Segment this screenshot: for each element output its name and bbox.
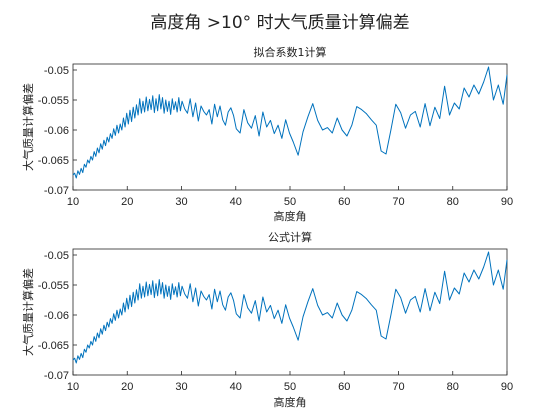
subplot-1-axes-box <box>72 63 508 191</box>
x-tick-label: 20 <box>121 381 133 393</box>
y-tick-label: -0.07 <box>44 370 69 382</box>
y-tick-label: -0.065 <box>38 340 69 352</box>
x-tick-label: 60 <box>338 196 350 208</box>
subplot-2-x-axis-label: 高度角 <box>274 395 307 409</box>
x-tick-label: 60 <box>338 381 350 393</box>
subplot-1-x-axis-label: 高度角 <box>274 209 307 223</box>
subplot-2-y-axis-label: 大气质量计算偏差 <box>21 268 35 356</box>
subplot-2-axes-box <box>72 248 508 376</box>
x-tick-label: 30 <box>175 381 187 393</box>
x-tick-label: 40 <box>230 381 242 393</box>
y-tick-label: -0.06 <box>44 310 69 322</box>
series-line <box>72 66 508 179</box>
subplot-2: 10 20 30 40 50 60 70 80 90 -0.05 -0.055 -0.06 -0.065… <box>21 230 513 409</box>
y-tick-label: -0.07 <box>44 185 69 197</box>
subplot-2-title: 公式计算 <box>268 230 312 244</box>
y-tick-label: -0.05 <box>44 250 69 262</box>
x-tick-label: 90 <box>501 196 513 208</box>
x-tick-label: 90 <box>501 381 513 393</box>
x-tick-label: 80 <box>447 196 459 208</box>
x-tick-label: 80 <box>447 381 459 393</box>
series-line <box>72 251 508 364</box>
x-tick-label: 50 <box>284 381 296 393</box>
y-tick-label: -0.05 <box>44 65 69 77</box>
x-tick-label: 50 <box>284 196 296 208</box>
x-tick-label: 30 <box>175 196 187 208</box>
x-tick-label: 40 <box>230 196 242 208</box>
subplot-2-data <box>72 251 508 364</box>
x-tick-label: 70 <box>392 196 404 208</box>
subplot-2-ticks: 10 20 30 40 50 60 70 80 90 -0.05 -0.055 -0.06 -0.065… <box>38 250 513 393</box>
x-tick-label: 10 <box>67 196 79 208</box>
subplot-1-data <box>72 66 508 179</box>
subplot-1: 10 20 30 40 50 60 70 80 90 -0.05 -0.055 -0.06 -0.065… <box>21 45 513 223</box>
x-tick-label: 20 <box>121 196 133 208</box>
subplot-1-ticks: 10 20 30 40 50 60 70 80 90 -0.05 -0.055 -0.06 -0.065… <box>38 65 513 208</box>
y-tick-label: -0.065 <box>38 155 69 167</box>
x-tick-label: 70 <box>392 381 404 393</box>
subplot-1-title: 拟合系数1计算 <box>254 45 327 59</box>
subplot-1-y-axis-label: 大气质量计算偏差 <box>21 83 35 171</box>
y-tick-label: -0.055 <box>38 280 69 292</box>
y-tick-label: -0.06 <box>44 125 69 137</box>
x-tick-label: 10 <box>67 381 79 393</box>
figure-title: 高度角 >10° 时大气质量计算偏差 <box>150 13 409 33</box>
y-tick-label: -0.055 <box>38 95 69 107</box>
